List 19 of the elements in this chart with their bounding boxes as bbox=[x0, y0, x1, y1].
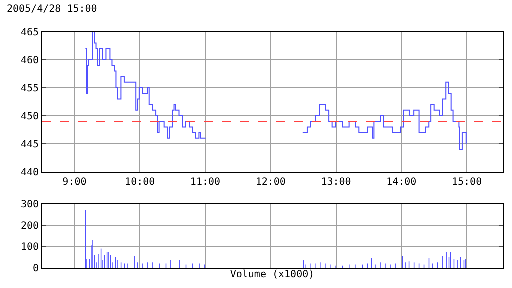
y-tick-label: 200 bbox=[20, 220, 39, 232]
x-tick-label: 12:00 bbox=[256, 177, 286, 188]
x-tick-label: 13:00 bbox=[321, 177, 352, 188]
x-axis-title: Volume (x1000) bbox=[230, 270, 315, 280]
x-tick-label: 9:00 bbox=[62, 177, 87, 188]
y-tick-label: 300 bbox=[20, 200, 39, 210]
y-tick-label: 440 bbox=[20, 168, 39, 178]
x-tick-label: 14:00 bbox=[386, 177, 417, 188]
y-tick-label: 460 bbox=[20, 56, 39, 66]
y-tick-label: 455 bbox=[20, 84, 39, 94]
y-tick-label: 465 bbox=[20, 28, 39, 38]
x-tick-label: 15:00 bbox=[452, 177, 482, 188]
y-tick-label: 0 bbox=[32, 264, 39, 274]
x-tick-label: 10:00 bbox=[125, 177, 156, 188]
y-tick-label: 100 bbox=[20, 242, 39, 254]
y-tick-label: 450 bbox=[20, 112, 39, 122]
x-tick-label: 11:00 bbox=[190, 177, 221, 188]
y-tick-label: 445 bbox=[20, 140, 39, 150]
chart-title: 2005/4/28 15:00 bbox=[7, 4, 98, 15]
